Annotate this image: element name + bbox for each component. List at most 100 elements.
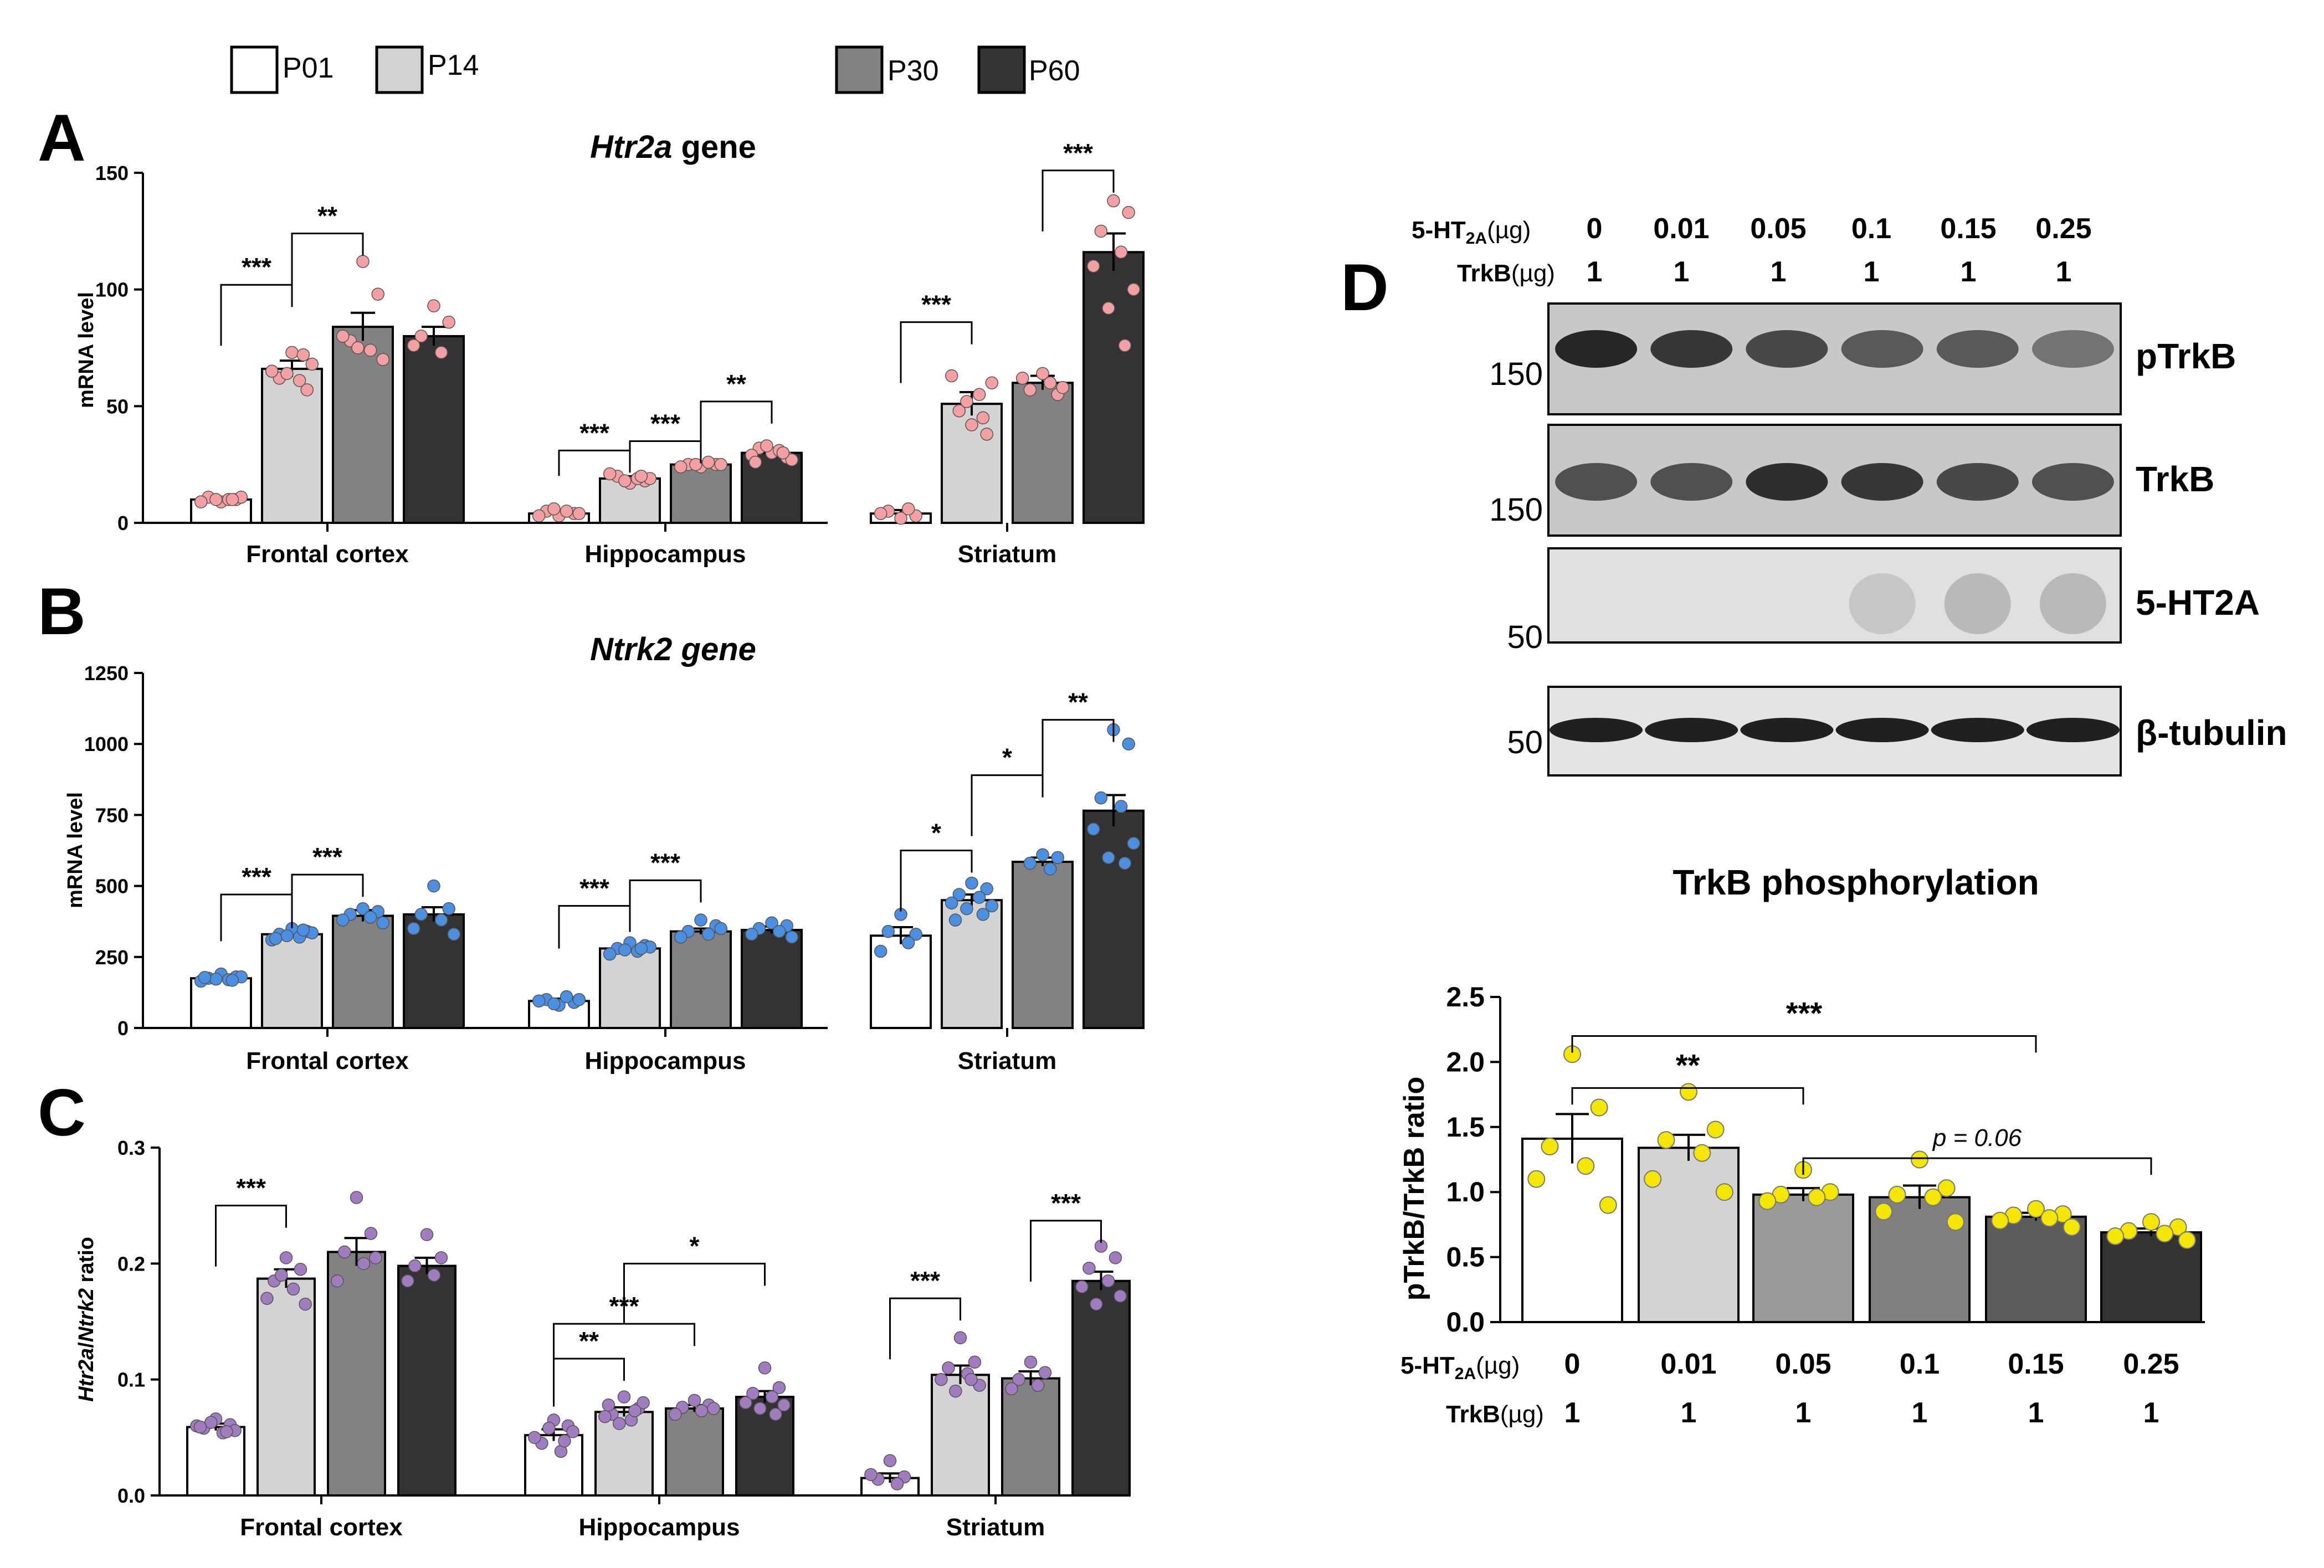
data-point: [1015, 372, 1029, 385]
y-tick-label: 1.0: [1446, 1176, 1485, 1207]
data-point: [980, 882, 993, 896]
data-point: [1680, 1083, 1697, 1101]
data-point: [777, 1398, 791, 1412]
blot-strip-background: [1547, 686, 2122, 777]
panel-label-c: C: [38, 1076, 86, 1150]
significance-label: ***: [312, 842, 342, 871]
blot-band: [1746, 330, 1828, 368]
data-point: [299, 1297, 312, 1311]
significance-label: ***: [242, 253, 271, 281]
blot-strip-background: [1547, 424, 2122, 537]
data-point: [1888, 1185, 1906, 1204]
significance-label: ***: [650, 848, 680, 877]
data-point: [194, 495, 208, 508]
data-point: [953, 1331, 967, 1345]
significance-bracket: [558, 905, 631, 949]
data-point: [434, 1251, 448, 1264]
data-point: [2106, 1227, 2125, 1246]
bar-p30: [1001, 1377, 1060, 1497]
data-point: [1924, 1188, 1942, 1206]
data-point: [883, 1454, 897, 1467]
data-point: [948, 913, 962, 927]
blot-strip-background: [1547, 302, 2122, 415]
data-point: [1715, 1183, 1733, 1201]
y-tick-label: 0: [117, 1017, 129, 1040]
data-point: [427, 879, 440, 893]
significance-label: ***: [242, 862, 271, 891]
data-point: [209, 493, 223, 506]
data-point: [286, 1282, 300, 1296]
blot-row1-value: 0.1: [1851, 213, 1891, 245]
data-point: [427, 1268, 441, 1282]
blot-strip-1: [1547, 302, 2122, 415]
significance-label: ***: [579, 873, 609, 902]
data-point: [2156, 1225, 2174, 1243]
data-point: [293, 374, 306, 387]
data-point: [965, 418, 978, 431]
x-tick-label: Hippocampus: [585, 1047, 746, 1075]
significance-bracket: [291, 873, 364, 929]
data-point: [1706, 1120, 1725, 1139]
y-tick-label: 0.0: [1446, 1307, 1485, 1338]
data-point: [769, 1407, 782, 1421]
x-tick-label: 0: [1564, 1348, 1581, 1380]
data-point: [356, 255, 370, 268]
blot-band: [1841, 463, 1923, 501]
data-point: [572, 507, 586, 520]
data-point: [2142, 1213, 2160, 1231]
significance-bracket: [215, 1205, 287, 1267]
blot-marker-5ht2a: 50: [1507, 619, 1543, 655]
blot-row1-value: 0.25: [2035, 213, 2091, 245]
data-point: [220, 1425, 233, 1438]
data-point: [1758, 1192, 1777, 1210]
bar-p60: [1083, 251, 1145, 524]
y-tick-label: 0.0: [117, 1484, 145, 1507]
blot-row2-label: TrkB(µg): [1457, 260, 1555, 287]
data-point: [269, 932, 283, 945]
significance-label: ***: [1786, 995, 1823, 1030]
blot-row1-value: 0: [1587, 213, 1603, 245]
data-point: [1031, 1379, 1045, 1392]
bar-p60: [1071, 1279, 1131, 1497]
significance-bracket: [629, 879, 702, 932]
data-point: [2040, 1209, 2059, 1227]
data-point: [602, 1398, 615, 1412]
legend-swatch-p30: [835, 45, 884, 94]
blot-strip-background: [1547, 547, 2122, 644]
data-point: [331, 1274, 344, 1288]
data-point: [1090, 1297, 1103, 1311]
chart-panel-a: Htr2a gene mRNA level 0 50 100 150 Frontal c…: [75, 129, 1145, 568]
significance-label: ***: [579, 418, 609, 447]
x-tick-label: Striatum: [946, 1514, 1045, 1541]
data-point: [985, 899, 999, 913]
significance-bracket: [220, 284, 293, 346]
data-point: [890, 1477, 904, 1490]
blot-band: [2026, 718, 2120, 742]
significance-label: ***: [650, 409, 680, 438]
data-point: [952, 404, 966, 418]
data-point: [714, 457, 728, 471]
data-point: [772, 1381, 786, 1395]
data-point: [198, 970, 212, 984]
significance-label: ***: [1063, 138, 1093, 167]
data-point: [376, 916, 390, 930]
data-point: [674, 930, 688, 944]
data-point: [1577, 1157, 1595, 1175]
data-point: [618, 474, 632, 487]
x-tick-label: Hippocampus: [585, 541, 746, 568]
data-point: [739, 1396, 752, 1410]
data-point: [695, 1404, 709, 1417]
significance-bracket: [553, 1358, 625, 1407]
data-point: [1023, 856, 1037, 870]
blot-marker-ptrkb: 150: [1489, 356, 1543, 392]
data-point: [960, 902, 973, 916]
bar-p60: [741, 929, 803, 1029]
blot-band: [1550, 718, 1643, 742]
data-point: [1590, 1098, 1608, 1117]
x-tick-label: Frontal cortex: [246, 541, 409, 568]
blot-row2-value: 1: [1864, 256, 1880, 288]
chart-panel-b: Ntrk2 gene mRNA level 0 250 500 750 1000 1250…: [64, 631, 1145, 1075]
data-point: [1127, 836, 1141, 850]
data-point: [694, 913, 707, 927]
blot-band: [1936, 463, 2019, 501]
